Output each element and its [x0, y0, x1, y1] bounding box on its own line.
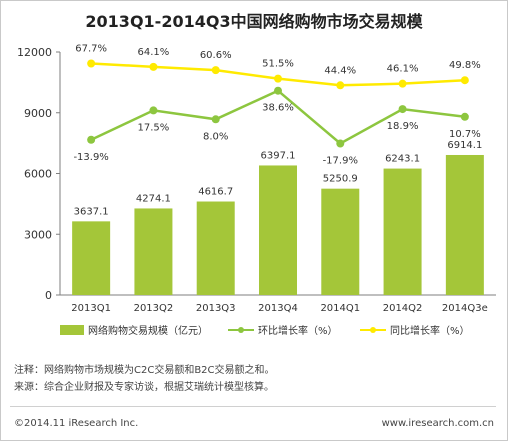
yoy-growth-point — [87, 59, 96, 68]
legend-label-yoy: 同比增长率（%） — [390, 326, 470, 337]
mom-growth-label: -13.9% — [73, 152, 108, 163]
y-tick-label: 3000 — [24, 228, 52, 241]
legend-item-yoy: 同比增长率（%） — [360, 322, 470, 337]
notes: 注释：网络购物市场规模为C2C交易额和B2C交易额之和。 来源：综合企业财报及专… — [14, 362, 275, 396]
yoy-growth-label: 67.7% — [75, 43, 107, 54]
mom-growth-label: 18.9% — [387, 121, 419, 132]
x-tick-label: 2013Q2 — [134, 303, 174, 314]
yoy-growth-point — [149, 62, 158, 71]
bar-value-label: 5250.9 — [323, 174, 358, 185]
bar — [259, 165, 297, 295]
y-tick-label: 9000 — [24, 107, 52, 120]
mom-growth-point — [149, 106, 158, 115]
yoy-growth-point — [274, 74, 282, 83]
legend-swatch-mom — [228, 325, 254, 335]
x-tick-label: 2014Q3e — [442, 303, 488, 314]
bar — [196, 201, 235, 295]
note-definition: 注释：网络购物市场规模为C2C交易额和B2C交易额之和。 — [14, 365, 275, 376]
bar-value-label: 6397.1 — [261, 150, 296, 161]
note-source: 来源：综合企业财报及专家访谈，根据艾瑞统计模型核算。 — [14, 382, 274, 393]
y-tick-label: 0 — [45, 289, 52, 302]
mom-growth-point — [211, 115, 220, 124]
yoy-growth-label: 51.5% — [262, 59, 294, 70]
mom-growth-label: 8.0% — [203, 131, 228, 142]
mom-growth-line — [90, 89, 466, 146]
yoy-growth-point — [460, 76, 469, 85]
yoy-growth-label: 60.6% — [200, 50, 232, 61]
yoy-growth-point — [211, 66, 220, 75]
bar-value-label: 6914.1 — [447, 140, 482, 151]
mom-growth-point — [87, 135, 96, 144]
mom-growth-label: 38.6% — [262, 103, 294, 114]
legend-label-mom: 环比增长率（%） — [258, 326, 338, 337]
legend-swatch-bar — [60, 324, 84, 335]
y-tick-label: 6000 — [24, 168, 52, 181]
chart-area: 0 3000 6000 9000 12000 3637.1 4274.1 4616.7 6397… — [17, 43, 496, 314]
yoy-growth-label: 64.1% — [138, 47, 170, 58]
bar — [321, 188, 360, 295]
mom-growth-point — [460, 112, 469, 121]
legend-item-mom: 环比增长率（%） — [228, 322, 338, 337]
mom-growth-label: -17.9% — [323, 155, 358, 166]
yoy-growth-point — [336, 81, 345, 90]
legend-item-bar: 网络购物交易规模（亿元） — [60, 322, 208, 337]
bar — [445, 154, 484, 295]
bar — [72, 221, 111, 295]
legend-label-bar: 网络购物交易规模（亿元） — [88, 326, 208, 337]
x-tick-label: 2014Q2 — [383, 303, 423, 314]
bar-value-label: 3637.1 — [74, 206, 109, 217]
mom-growth-point — [274, 86, 282, 95]
bar-value-label: 6243.1 — [385, 154, 420, 165]
mom-growth-label: 10.7% — [449, 129, 481, 140]
website-link[interactable]: www.iresearch.com.cn — [381, 418, 494, 429]
yoy-growth-label: 49.8% — [449, 60, 481, 71]
legend-swatch-yoy — [360, 325, 386, 335]
y-tick-label: 12000 — [17, 46, 52, 59]
bar-value-label: 4274.1 — [136, 193, 171, 204]
chart-title: 2013Q1-2014Q3中国网络购物市场交易规模 — [85, 12, 423, 31]
copyright: ©2014.11 iResearch Inc. — [14, 418, 139, 429]
yoy-growth-point — [398, 79, 407, 88]
x-tick-label: 2013Q1 — [71, 303, 111, 314]
x-tick-label: 2013Q3 — [196, 303, 236, 314]
yoy-growth-label: 44.4% — [324, 65, 356, 76]
legend: 网络购物交易规模（亿元） 环比增长率（%） 同比增长率（%） — [60, 322, 500, 342]
yoy-growth-label: 46.1% — [387, 64, 419, 75]
x-tick-label: 2014Q1 — [320, 303, 360, 314]
bar-value-label: 4616.7 — [198, 187, 233, 198]
mom-growth-label: 17.5% — [138, 122, 170, 133]
mom-growth-point — [398, 105, 407, 114]
footer-divider — [10, 406, 496, 407]
mom-growth-point — [336, 139, 345, 148]
x-tick-label: 2013Q4 — [258, 303, 298, 314]
bar — [383, 168, 422, 295]
bar — [134, 208, 173, 295]
